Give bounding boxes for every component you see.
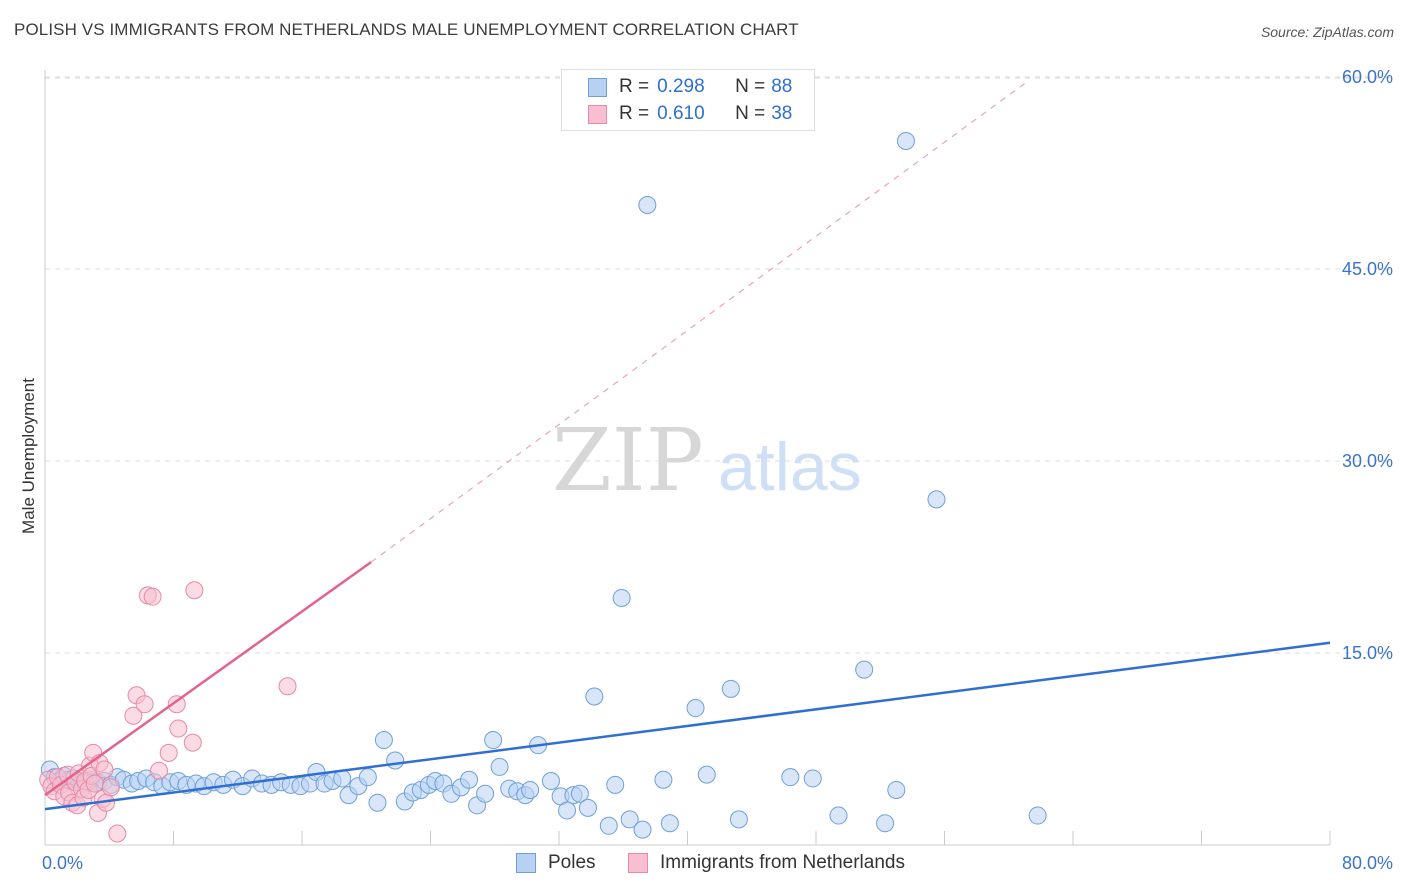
- data-point-poles: [829, 806, 848, 825]
- data-point-poles: [460, 770, 479, 789]
- data-point-netherlands: [185, 581, 204, 600]
- legend-r-value-poles: 0.298: [657, 76, 705, 97]
- y-tick-label: 60.0%: [1342, 67, 1393, 87]
- data-point-poles: [570, 784, 589, 803]
- data-point-poles: [374, 731, 393, 750]
- legend-swatch-netherlands: [588, 104, 607, 124]
- data-point-netherlands: [135, 695, 154, 714]
- data-point-poles: [803, 769, 822, 788]
- legend-swatch-poles: [516, 853, 536, 873]
- watermark-zip: ZIP: [552, 411, 704, 511]
- data-point-poles: [654, 770, 673, 789]
- legend-n-value-netherlands: 38: [771, 103, 793, 124]
- legend-label-netherlands: Immigrants from Netherlands: [660, 852, 905, 873]
- source-label: Source: ZipAtlas.com: [1260, 24, 1394, 40]
- data-point-netherlands: [101, 778, 120, 797]
- data-point-poles: [386, 751, 405, 770]
- series-poles: [40, 132, 1047, 839]
- data-point-poles: [490, 757, 509, 776]
- data-point-poles: [612, 588, 631, 607]
- data-point-netherlands: [159, 743, 178, 762]
- data-point-poles: [633, 820, 652, 839]
- tick-labels: 15.0% 30.0% 45.0% 60.0% 0.0% 80.0%: [42, 67, 1393, 873]
- data-point-netherlands: [124, 706, 143, 725]
- data-point-poles: [620, 810, 639, 829]
- trend-line-poles: [44, 641, 1331, 811]
- data-point-poles: [368, 793, 387, 812]
- data-point-netherlands: [167, 695, 186, 714]
- axes: [44, 70, 1331, 846]
- series-netherlands: [39, 581, 297, 843]
- legend-n-value-poles: 88: [771, 76, 793, 97]
- data-point-netherlands: [108, 824, 127, 843]
- trend-line-netherlands: [44, 561, 372, 797]
- data-point-netherlands: [183, 733, 202, 752]
- data-point-poles: [855, 660, 874, 679]
- data-point-poles: [558, 801, 577, 820]
- x-tick-label-max: 80.0%: [1342, 853, 1393, 873]
- data-point-poles: [606, 775, 625, 794]
- y-axis-label: Male Unemployment: [19, 378, 38, 534]
- legend-row-poles: R = 0.298 N = 88: [588, 75, 792, 99]
- data-point-poles: [599, 816, 618, 835]
- trend-line-netherlands-extended: [370, 82, 1026, 563]
- grid-lines: [45, 76, 1395, 654]
- legend-swatch-poles: [588, 77, 607, 97]
- data-point-poles: [585, 687, 604, 706]
- legend-label-poles: Poles: [548, 852, 596, 873]
- data-point-poles: [887, 780, 906, 799]
- data-point-poles: [781, 768, 800, 787]
- x-tick-label-min: 0.0%: [42, 853, 83, 873]
- data-point-poles: [521, 780, 540, 799]
- legend-r-value-netherlands: 0.610: [657, 103, 705, 124]
- data-point-netherlands: [143, 587, 162, 606]
- stats-legend: R = 0.298 N = 88 R = 0.610 N = 38: [561, 69, 815, 131]
- data-point-netherlands: [278, 677, 297, 696]
- legend-r-label: R =: [619, 103, 650, 124]
- y-tick-label: 45.0%: [1342, 259, 1393, 279]
- legend-n-label: N =: [735, 103, 766, 124]
- data-point-poles: [927, 490, 946, 509]
- data-point-netherlands: [95, 760, 114, 779]
- series-legend: Poles Immigrants from Netherlands: [0, 852, 1406, 878]
- y-tick-label: 30.0%: [1342, 451, 1393, 471]
- data-point-poles: [638, 196, 657, 214]
- data-point-poles: [358, 768, 377, 787]
- data-point-netherlands: [150, 761, 169, 780]
- legend-item-poles[interactable]: Poles: [516, 852, 596, 874]
- chart-title: POLISH VS IMMIGRANTS FROM NETHERLANDS MA…: [14, 20, 799, 39]
- data-point-poles: [578, 798, 597, 817]
- data-point-netherlands: [169, 719, 188, 738]
- legend-swatch-netherlands: [628, 853, 648, 873]
- data-point-poles: [686, 699, 705, 718]
- trend-lines: [44, 82, 1331, 811]
- data-point-poles: [1028, 806, 1047, 825]
- data-point-poles: [541, 772, 560, 790]
- data-point-poles: [484, 731, 503, 750]
- data-point-poles: [660, 814, 679, 833]
- data-point-poles: [721, 679, 740, 698]
- watermark-atlas: atlas: [718, 429, 862, 505]
- data-point-poles: [476, 784, 495, 803]
- data-point-poles: [896, 132, 915, 150]
- y-tick-label: 15.0%: [1342, 643, 1393, 663]
- legend-row-netherlands: R = 0.610 N = 38: [588, 102, 792, 126]
- legend-r-label: R =: [619, 76, 650, 97]
- data-point-poles: [697, 765, 716, 784]
- legend-n-label: N =: [735, 76, 766, 97]
- watermark: ZIP atlas: [552, 411, 862, 511]
- legend-item-netherlands[interactable]: Immigrants from Netherlands: [628, 852, 905, 874]
- data-point-poles: [729, 810, 748, 829]
- data-point-poles: [876, 814, 895, 833]
